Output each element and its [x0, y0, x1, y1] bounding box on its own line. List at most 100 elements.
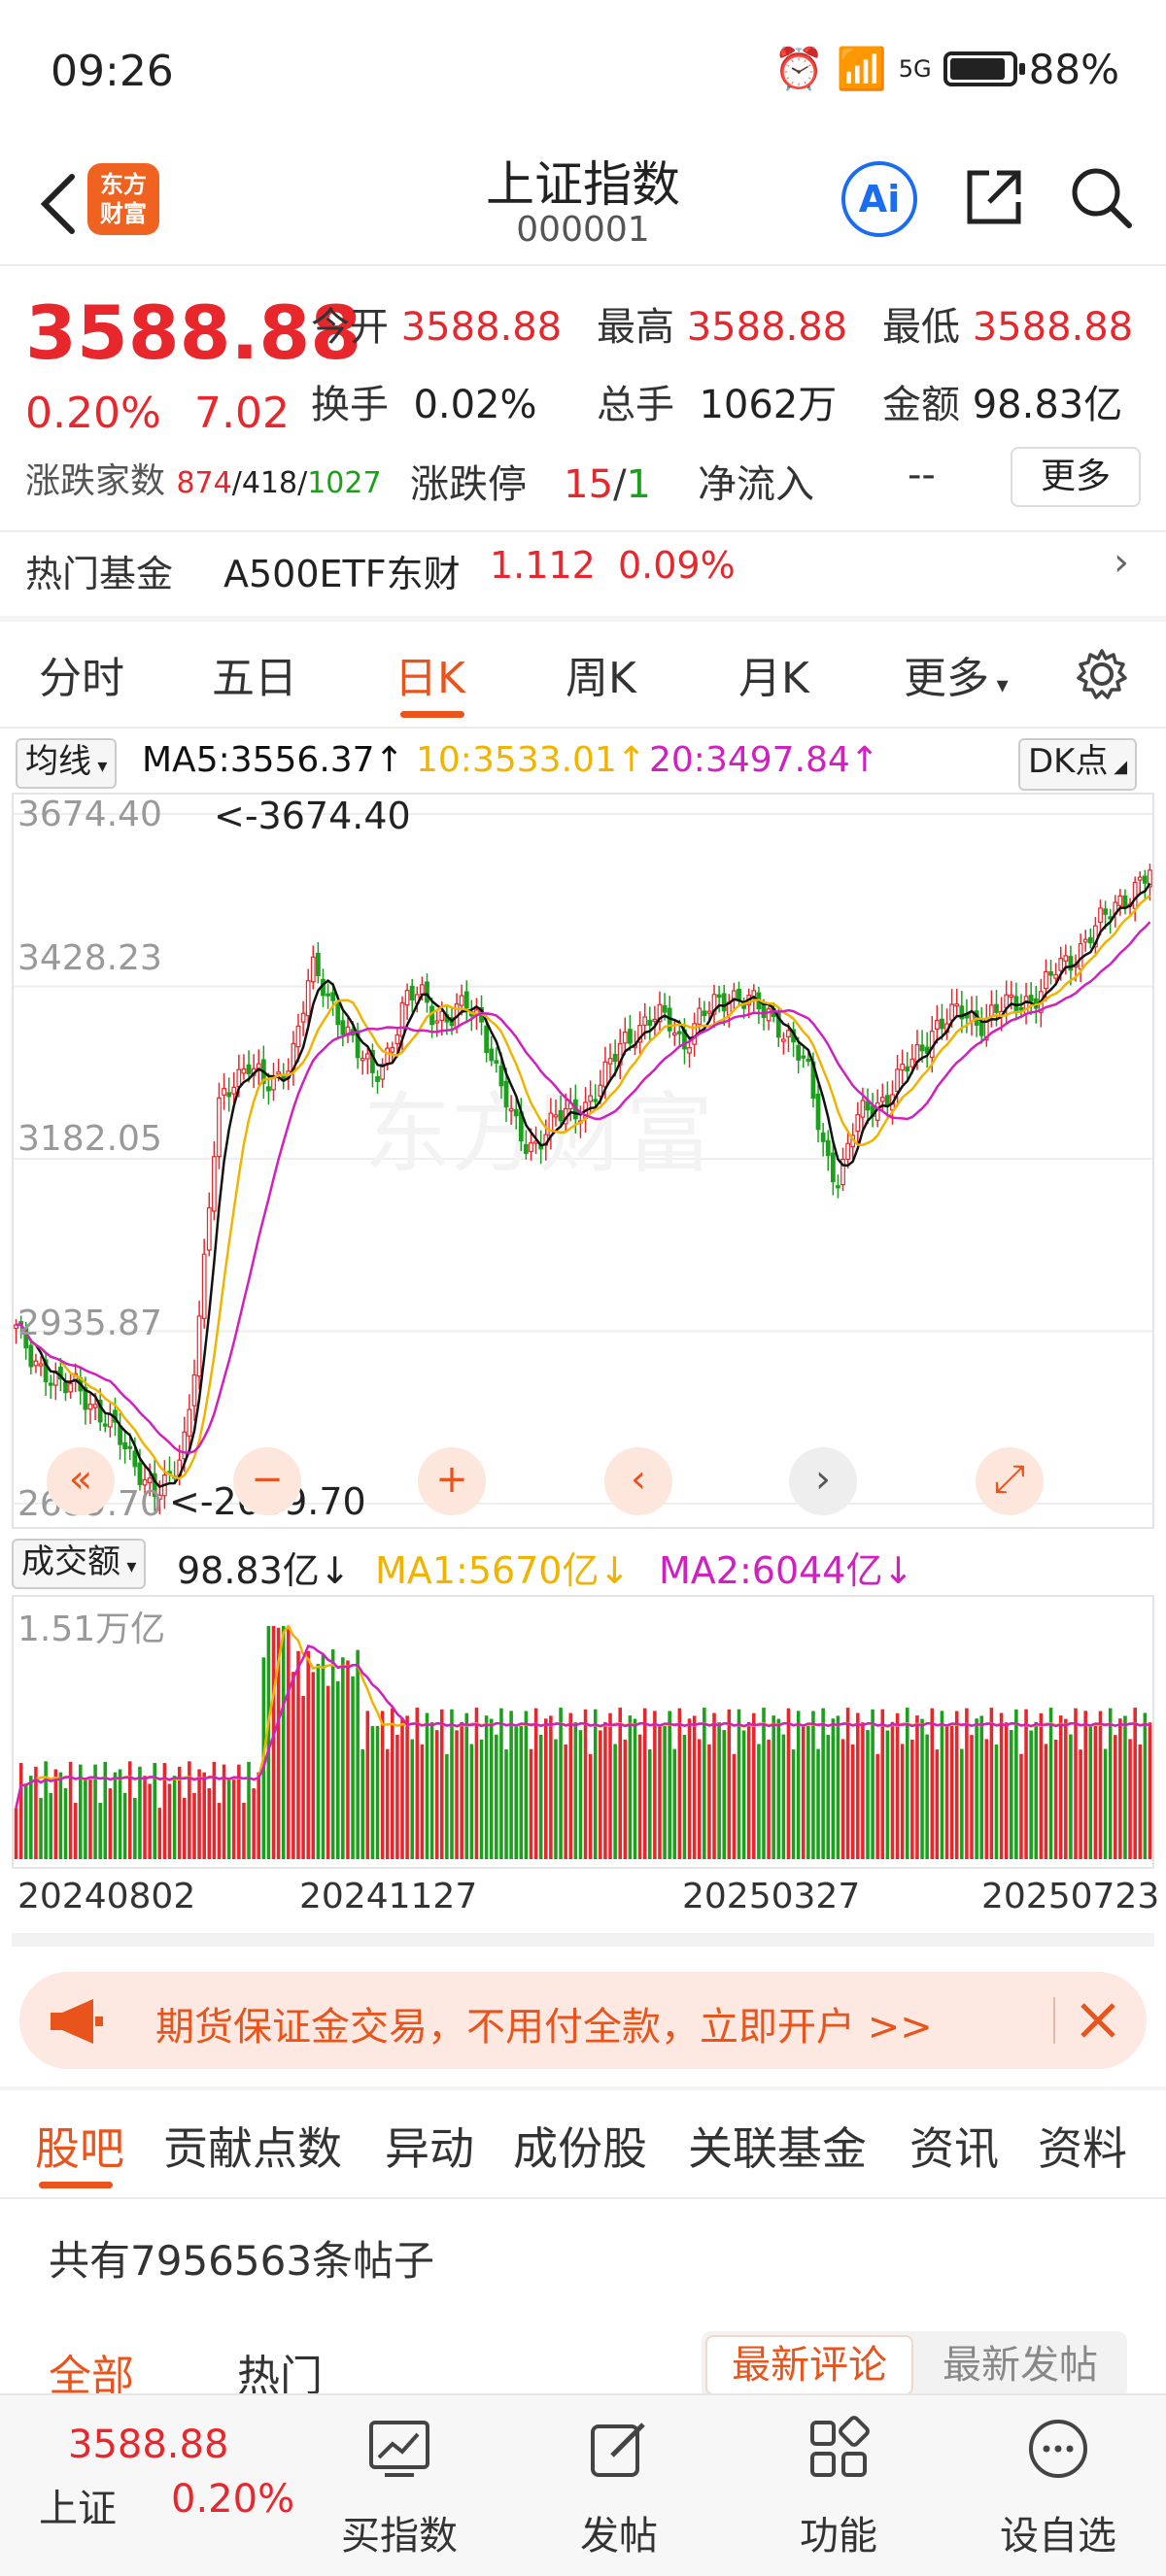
volume-bar	[583, 1709, 588, 1859]
candle-body	[989, 1004, 994, 1017]
candle-body	[276, 1071, 282, 1075]
nav-label: 功能	[800, 2514, 877, 2559]
volume-bar	[633, 1718, 637, 1859]
zoom-in-button[interactable]: +	[418, 1447, 486, 1515]
hot-fund-row[interactable]: 热门基金 A500ETF东财 1.112 0.09% ›	[0, 534, 1166, 612]
candle-body	[775, 1012, 781, 1038]
candle-body	[751, 990, 757, 998]
megaphone-icon	[51, 1999, 103, 2044]
index-quote-widget[interactable]: 3588.88 上证 0.20%	[0, 2395, 294, 2576]
nav-functions[interactable]: 功能	[727, 2395, 950, 2576]
volume-bar	[1058, 1715, 1063, 1859]
step-back-button[interactable]: ‹	[604, 1447, 672, 1515]
ai-button[interactable]: Ai	[841, 161, 917, 237]
candle-body	[310, 956, 316, 983]
nav-watchlist[interactable]: 设自选	[946, 2395, 1166, 2576]
sort-toggle: 最新评论 最新发帖	[702, 2331, 1127, 2399]
tab-daily-k[interactable]: 日K	[394, 654, 465, 703]
ma-selector[interactable]: 均线 ▾	[16, 738, 118, 789]
volume-bar	[821, 1708, 825, 1859]
tab-contribution[interactable]: 贡献点数	[163, 2122, 342, 2175]
tab-intraday[interactable]: 分时	[39, 654, 124, 703]
tab-weekly-k[interactable]: 周K	[566, 654, 636, 703]
netflow-stat[interactable]: 净流入	[698, 462, 814, 507]
tab-monthly-k[interactable]: 月K	[738, 654, 809, 703]
dk-button[interactable]: DK点 ◢	[1018, 738, 1138, 791]
candle-body	[840, 1158, 845, 1186]
candle-body	[905, 1066, 910, 1072]
share-icon[interactable]	[960, 163, 1028, 231]
tab-profile[interactable]: 资料	[1038, 2122, 1127, 2175]
filter-hot[interactable]: 热门	[237, 2352, 323, 2401]
candle-body	[1058, 958, 1064, 971]
candle-body	[236, 1068, 242, 1088]
sort-latest-comment[interactable]: 最新评论	[705, 2335, 913, 2395]
volume-bar	[538, 1734, 543, 1859]
change-pct: 0.20%	[25, 389, 161, 438]
volume-bar	[365, 1711, 370, 1859]
candle-body	[860, 1100, 866, 1118]
fast-back-button[interactable]: «	[47, 1447, 115, 1515]
ma-legend: 均线 ▾ MA5:3556.37↑ 10:3533.01↑ 20:3497.84…	[0, 734, 1166, 791]
kline-chart[interactable]: 东方财富 3674.40 3428.23 3182.05 2935.87 268…	[12, 793, 1154, 1529]
tab-guba[interactable]: 股吧	[35, 2122, 124, 2175]
nav-buy-index[interactable]: 买指数	[288, 2395, 511, 2576]
volume-bar	[920, 1718, 924, 1859]
hot-fund-price: 1.112	[490, 544, 596, 587]
more-button[interactable]: 更多	[1011, 447, 1141, 507]
volume-bar	[1069, 1734, 1073, 1859]
volume-bar	[900, 1744, 905, 1859]
candle-body	[191, 1373, 197, 1407]
volume-bar	[252, 1788, 256, 1859]
divider	[0, 264, 1166, 266]
tab-news[interactable]: 资讯	[909, 2122, 999, 2175]
breadth-stat[interactable]: 涨跌家数 874/418/1027	[25, 461, 382, 501]
candle-body	[711, 994, 717, 1015]
candle-body	[226, 1092, 232, 1098]
netflow-value: --	[908, 453, 936, 497]
candle-body	[994, 1003, 999, 1013]
volume-bar	[98, 1802, 102, 1859]
promo-banner[interactable]: 期货保证金交易，不用付全款，立即开户 >>	[19, 1972, 1147, 2069]
tab-more[interactable]: 更多 ▾	[904, 654, 1009, 703]
candle-body	[503, 1080, 509, 1108]
candle-body	[766, 1008, 772, 1022]
candle-body	[142, 1478, 148, 1486]
volume-bar	[1019, 1753, 1023, 1859]
candle-body	[820, 1132, 826, 1142]
candle-body	[558, 1109, 564, 1122]
fullscreen-button[interactable]: ⤢	[976, 1447, 1044, 1515]
close-icon[interactable]	[1069, 1991, 1127, 2050]
candle-body	[23, 1328, 29, 1349]
gear-icon[interactable]	[1073, 645, 1131, 703]
candle-body	[156, 1494, 162, 1500]
status-bar: 09:26 ⏰ 📶 5G 88%	[0, 0, 1166, 146]
volume-bar	[316, 1663, 321, 1859]
volume-selector[interactable]: 成交额 ▾	[12, 1539, 147, 1589]
volume-bar	[287, 1626, 291, 1859]
back-icon[interactable]	[29, 165, 87, 243]
volume-bar	[292, 1672, 295, 1859]
volume-bar	[578, 1730, 583, 1859]
volume-bar	[73, 1803, 78, 1859]
candle-body	[642, 1016, 648, 1026]
battery-text: 88%	[1028, 45, 1119, 93]
post-count: 共有7956563条帖子	[49, 2237, 435, 2285]
limit-stat[interactable]: 涨跌停 15/1	[410, 462, 651, 507]
step-forward-button[interactable]: ›	[789, 1447, 857, 1515]
volume-chart[interactable]: 1.51万亿	[12, 1595, 1154, 1869]
search-icon[interactable]	[1067, 163, 1135, 231]
volume-bar	[1034, 1721, 1039, 1859]
tab-movement[interactable]: 异动	[385, 2122, 474, 2175]
tab-related-funds[interactable]: 关联基金	[688, 2122, 867, 2175]
tab-five-day[interactable]: 五日	[212, 654, 297, 703]
sort-latest-post[interactable]: 最新发帖	[943, 2343, 1098, 2388]
tab-constituents[interactable]: 成份股	[513, 2122, 647, 2175]
filter-all[interactable]: 全部	[49, 2352, 134, 2401]
hot-fund-change: 0.09%	[618, 544, 736, 587]
chart-scrollbar[interactable]	[12, 1933, 1154, 1947]
candle-body	[370, 1049, 375, 1073]
zoom-out-button[interactable]: −	[233, 1447, 301, 1515]
app-logo[interactable]: 东方 财富	[87, 163, 159, 235]
nav-post[interactable]: 发帖	[507, 2395, 731, 2576]
